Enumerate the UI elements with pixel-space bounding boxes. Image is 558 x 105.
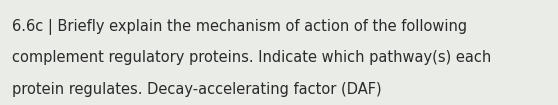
Text: complement regulatory proteins. Indicate which pathway(s) each: complement regulatory proteins. Indicate… [12, 50, 492, 65]
Text: protein regulates. Decay-accelerating factor (DAF): protein regulates. Decay-accelerating fa… [12, 82, 382, 97]
Text: 6.6c | Briefly explain the mechanism of action of the following: 6.6c | Briefly explain the mechanism of … [12, 19, 468, 35]
